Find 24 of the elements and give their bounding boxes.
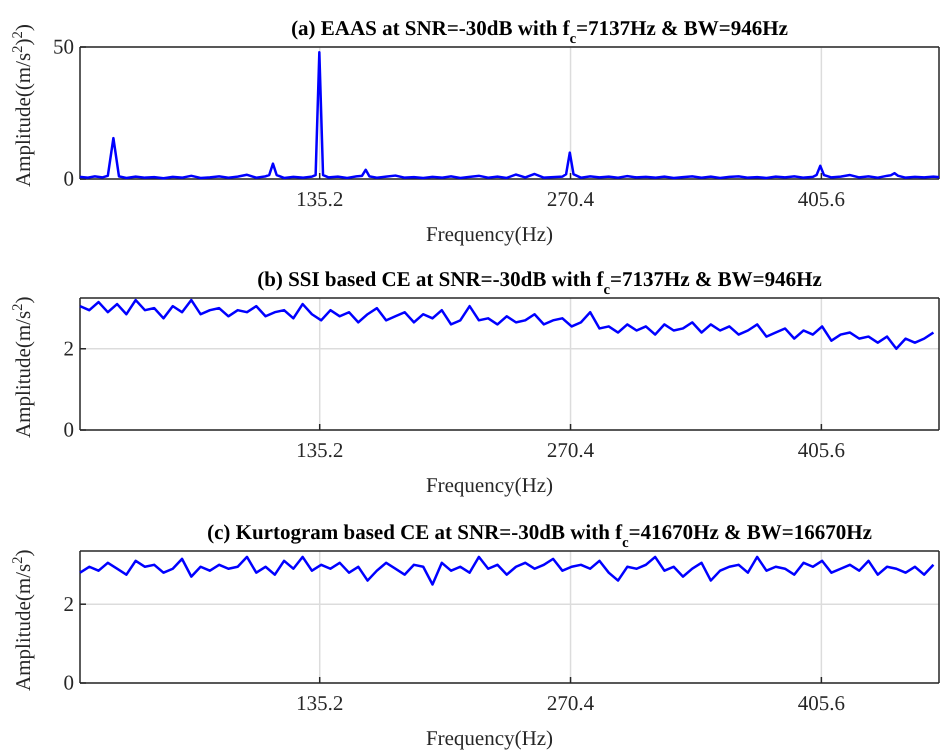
- x-tick-label: 405.6: [798, 438, 845, 462]
- line-series: [78, 298, 935, 350]
- x-tick-label: 135.2: [296, 438, 344, 462]
- x-tick-label: 405.6: [798, 186, 845, 211]
- y-tick-label: 0: [64, 166, 74, 191]
- x-axis-title: Frequency(Hz): [426, 473, 554, 497]
- y-tick-label: 50: [53, 34, 74, 59]
- y-tick-label: 0: [64, 418, 74, 442]
- y-tick-label: 2: [64, 592, 74, 616]
- x-axis-title: Frequency(Hz): [426, 222, 554, 246]
- x-axis-title: Frequency(Hz): [426, 726, 554, 750]
- chart-title: (a) EAAS at SNR=-30dB with f$_{c}$=7137Hz & BW=946Hz: [291, 16, 788, 47]
- chart-title: (b) SSI based CE at SNR=-30dB with f$_{c}$=7137Hz & BW=946Hz: [257, 267, 822, 298]
- x-tick-label: 270.4: [546, 438, 595, 462]
- x-tick-label: 270.4: [546, 186, 595, 211]
- x-tick-label: 135.2: [296, 690, 344, 715]
- chart-title: (c) Kurtogram based CE at SNR=-30dB with f$_{c}$=41670Hz & BW=16670Hz: [207, 520, 872, 551]
- line-series: [78, 556, 935, 586]
- x-tick-label: 405.6: [798, 690, 845, 715]
- line-series: [78, 51, 940, 180]
- x-tick-label: 135.2: [296, 186, 344, 211]
- y-tick-label: 0: [64, 670, 74, 695]
- x-tick-label: 270.4: [546, 690, 595, 715]
- y-tick-label: 2: [64, 336, 74, 360]
